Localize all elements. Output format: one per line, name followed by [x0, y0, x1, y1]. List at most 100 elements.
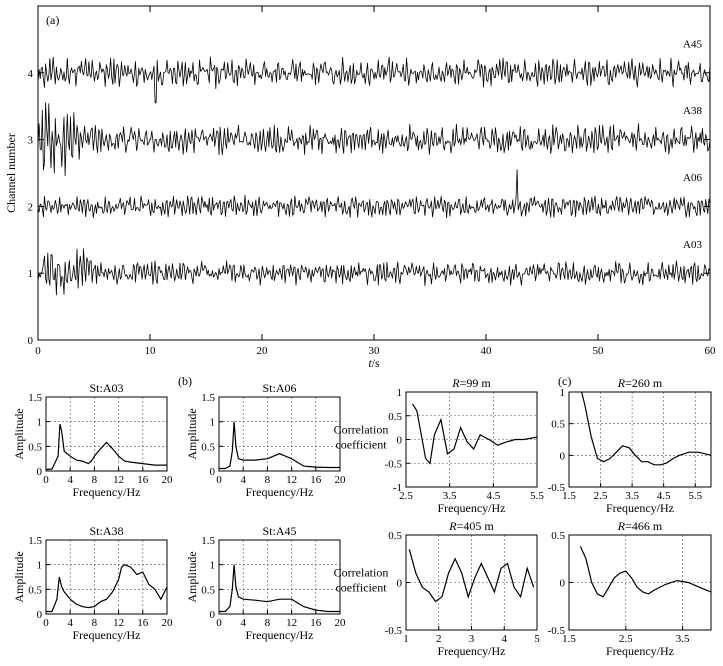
x-tick-label: 2.5 — [619, 633, 633, 645]
x-tick-label: 1.5 — [562, 490, 576, 502]
x-tick-label: 5.5 — [530, 490, 544, 502]
y-axis-label-line-2: coefficient — [335, 581, 387, 595]
x-tick-label: 2.5 — [399, 490, 413, 502]
x-tick-label: 12 — [113, 474, 124, 486]
x-tick-label: 8 — [265, 474, 271, 486]
y-tick-label: 0.5 — [388, 411, 402, 423]
x-tick-label: 8 — [92, 617, 98, 629]
x-tick-label: 0 — [216, 617, 222, 629]
panel-label: (c) — [558, 374, 571, 388]
panel-a-frame — [37, 5, 711, 341]
panel-a45: 0 4 8 12 16 20 0 0.5 1 1.5 St:A45 Frequency/Hz Ampli… — [185, 524, 346, 642]
x-tick-label: 16 — [137, 617, 149, 629]
y-tick-label: 0 — [560, 450, 566, 462]
y-tick-label: 0.5 — [551, 419, 565, 431]
y-axis-label: Amplitude — [185, 551, 199, 602]
y-tick-label: 3 — [28, 135, 34, 147]
trace-label-A45: A45 — [683, 38, 702, 50]
x-tick-label: 8 — [92, 474, 98, 486]
panel-label: (a) — [46, 13, 59, 27]
plot-frame — [45, 396, 168, 472]
panel-title-italic: R — [617, 519, 626, 533]
x-axis-label: Frequency/Hz — [606, 644, 674, 658]
y-tick-label: 0 — [397, 578, 403, 590]
x-tick-label: 0 — [35, 345, 41, 357]
y-axis-label-line-1: Correlation — [334, 566, 389, 580]
x-tick-label: 20 — [335, 617, 347, 629]
x-tick-label: 1.5 — [562, 633, 576, 645]
x-axis-label: t/s — [368, 356, 380, 370]
y-tick-label: 0 — [560, 578, 566, 590]
panel-title-italic: R — [617, 376, 626, 390]
x-tick-label: 0 — [43, 474, 49, 486]
panel-a06: 0 4 8 12 16 20 0 0.5 1 1.5 St:A06 Frequency/Hz Ampli… — [185, 381, 346, 499]
y-tick-label: 1.5 — [201, 535, 215, 547]
x-axis-label: Frequency/Hz — [246, 485, 314, 499]
y-tick-label: -0.5 — [548, 625, 566, 637]
y-axis-label: Amplitude — [12, 408, 26, 459]
y-tick-label: 0.5 — [201, 441, 215, 453]
x-tick-label: 8 — [265, 617, 271, 629]
panel-a38: 0 4 8 12 16 20 0 0.5 1 1.5 St:A38 Frequency/Hz Ampli… — [12, 524, 173, 642]
panel-title-rest: =260 m — [625, 376, 663, 390]
x-tick-label: 4.5 — [657, 490, 671, 502]
panel-title: St:A38 — [89, 524, 123, 538]
x-tick-label: 20 — [335, 474, 347, 486]
plot-frame — [218, 396, 341, 472]
x-tick-label: 16 — [137, 474, 149, 486]
data-curve — [45, 423, 167, 471]
plot-frame — [568, 391, 712, 488]
y-tick-label: 0 — [28, 335, 34, 347]
data-curve — [579, 546, 712, 598]
x-tick-label: 4 — [502, 633, 508, 645]
y-tick-label: 1 — [37, 417, 43, 429]
x-tick-label: 20 — [162, 617, 174, 629]
y-tick-label: 0.5 — [551, 530, 565, 542]
y-tick-label: 1 — [560, 387, 566, 399]
x-tick-label: 60 — [705, 345, 717, 357]
trace-A06 — [37, 169, 711, 219]
y-axis-label-line-1: Correlation — [334, 423, 389, 437]
y-axis-label-line-2: coefficient — [335, 438, 387, 452]
panel-title: R=99 m — [451, 376, 491, 390]
x-tick-label: 4.5 — [486, 490, 500, 502]
y-tick-label: 1.5 — [28, 392, 42, 404]
y-tick-label: 1.5 — [201, 392, 215, 404]
x-tick-label: 5 — [534, 633, 540, 645]
y-tick-label: 0 — [37, 609, 43, 621]
x-tick-label: 5.5 — [688, 490, 702, 502]
trace-A45 — [37, 56, 711, 104]
panel-title-rest: =405 m — [457, 519, 495, 533]
y-tick-label: 0.5 — [388, 530, 402, 542]
x-tick-label: 1 — [403, 633, 409, 645]
x-tick-label: 20 — [257, 345, 269, 357]
data-curve — [412, 403, 538, 465]
x-axis-label: Frequency/Hz — [73, 628, 141, 642]
data-curve — [581, 391, 712, 466]
x-tick-label: 10 — [145, 345, 157, 357]
y-tick-label: 1 — [210, 417, 216, 429]
y-tick-label: 1 — [28, 268, 34, 280]
x-tick-label: 12 — [286, 617, 297, 629]
x-tick-label: 40 — [481, 345, 493, 357]
data-curve — [46, 564, 168, 613]
panel-title: St:A06 — [262, 381, 296, 395]
panel-title: R=260 m — [617, 376, 663, 390]
data-curve — [219, 564, 340, 613]
trace-label-A38: A38 — [683, 105, 702, 117]
x-tick-label: 0 — [216, 474, 222, 486]
y-tick-label: 1 — [210, 560, 216, 572]
y-axis-label: Amplitude — [12, 551, 26, 602]
panel-r99: 2.5 3.5 4.5 5.5 -1 -0.5 0 0.5 1 R=99 m Frequency/H… — [334, 376, 545, 515]
x-axis-label: Frequency/Hz — [606, 501, 674, 515]
x-tick-label: 30 — [369, 345, 381, 357]
panel-title-rest: =99 m — [460, 376, 492, 390]
panel-title-italic: R — [451, 376, 460, 390]
x-tick-label: 4 — [67, 474, 73, 486]
y-tick-label: 0 — [210, 466, 216, 478]
x-tick-label: 3.5 — [443, 490, 457, 502]
panel-r405: 1 2 3 4 5 -0.5 0 0.5 R=405 m Frequency/Hz Correlat… — [334, 519, 541, 658]
panel-title-italic: R — [448, 519, 457, 533]
x-tick-label: 2.5 — [594, 490, 608, 502]
x-tick-label: 3.5 — [625, 490, 639, 502]
